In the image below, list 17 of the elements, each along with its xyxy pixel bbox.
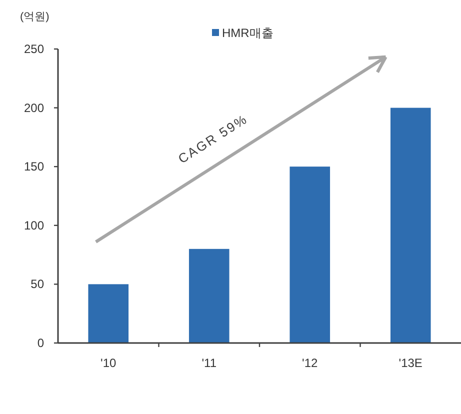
x-tick-label: '10	[100, 356, 117, 370]
bar	[188, 248, 230, 343]
y-tick-label: 250	[24, 42, 44, 56]
legend-label: HMR매출	[222, 26, 274, 40]
bar	[290, 166, 330, 343]
y-tick-label: 200	[24, 100, 44, 115]
x-tick-label: '11	[202, 356, 217, 370]
x-tick-label: '12	[302, 356, 318, 370]
y-tick-label: 150	[24, 160, 44, 174]
bar	[390, 108, 431, 343]
x-tick-label: '13E	[398, 356, 422, 370]
y-tick-label: 50	[30, 277, 44, 292]
y-tick-label: 100	[24, 218, 44, 232]
legend: HMR매출	[212, 26, 274, 40]
y-axis-title: (억원)	[20, 11, 50, 23]
y-tick-label: 0	[37, 336, 44, 350]
bar	[88, 284, 129, 343]
